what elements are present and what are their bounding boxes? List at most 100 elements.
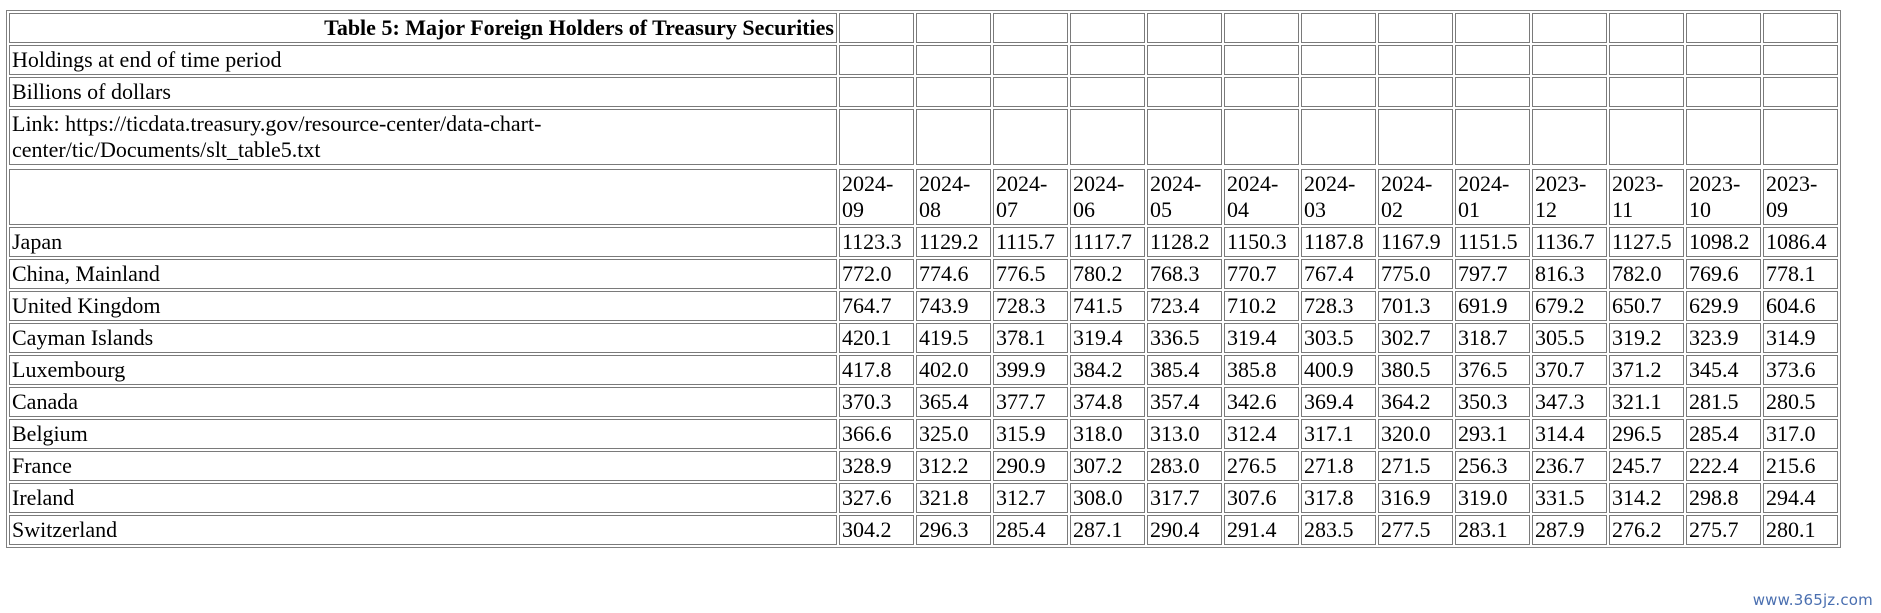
empty-cell [1455, 45, 1530, 75]
value-cell: 281.5 [1686, 387, 1761, 417]
value-cell: 307.6 [1224, 483, 1299, 513]
note-row: Holdings at end of time period [9, 45, 1838, 75]
empty-cell [1224, 13, 1299, 43]
value-cell: 291.4 [1224, 515, 1299, 545]
value-cell: 629.9 [1686, 291, 1761, 321]
value-cell: 384.2 [1070, 355, 1145, 385]
value-cell: 797.7 [1455, 259, 1530, 289]
value-cell: 256.3 [1455, 451, 1530, 481]
value-cell: 365.4 [916, 387, 991, 417]
value-cell: 1187.8 [1301, 227, 1376, 257]
empty-cell [916, 13, 991, 43]
empty-cell [1686, 109, 1761, 165]
value-cell: 816.3 [1532, 259, 1607, 289]
value-cell: 342.6 [1224, 387, 1299, 417]
empty-cell [839, 109, 914, 165]
period-header-cell: 2024-08 [916, 169, 991, 225]
value-cell: 319.2 [1609, 323, 1684, 353]
value-cell: 364.2 [1378, 387, 1453, 417]
empty-cell [993, 77, 1068, 107]
country-row: Luxembourg 417.8 402.0 399.9 384.2 385.4 385.8… [9, 355, 1838, 385]
value-cell: 373.6 [1763, 355, 1838, 385]
value-cell: 320.0 [1378, 419, 1453, 449]
holders-table-body: Table 5: Major Foreign Holders of Treasu… [9, 13, 1838, 545]
value-cell: 293.1 [1455, 419, 1530, 449]
empty-cell [1070, 109, 1145, 165]
period-header-cell: 2023-11 [1609, 169, 1684, 225]
table-note: Billions of dollars [9, 77, 837, 107]
value-cell: 1115.7 [993, 227, 1068, 257]
value-cell: 285.4 [1686, 419, 1761, 449]
empty-cell [1686, 45, 1761, 75]
value-cell: 236.7 [1532, 451, 1607, 481]
value-cell: 774.6 [916, 259, 991, 289]
empty-cell [1532, 45, 1607, 75]
country-name: Belgium [9, 419, 837, 449]
value-cell: 283.0 [1147, 451, 1222, 481]
empty-cell [1147, 13, 1222, 43]
value-cell: 710.2 [1224, 291, 1299, 321]
value-cell: 723.4 [1147, 291, 1222, 321]
value-cell: 378.1 [993, 323, 1068, 353]
value-cell: 369.4 [1301, 387, 1376, 417]
note-row: Link: https://ticdata.treasury.gov/resou… [9, 109, 1838, 165]
empty-cell [1609, 109, 1684, 165]
empty-cell [1070, 45, 1145, 75]
table-note: Holdings at end of time period [9, 45, 837, 75]
period-header-cell: 2024-05 [1147, 169, 1222, 225]
value-cell: 317.7 [1147, 483, 1222, 513]
period-header-cell: 2024-02 [1378, 169, 1453, 225]
value-cell: 222.4 [1686, 451, 1761, 481]
value-cell: 285.4 [993, 515, 1068, 545]
table-note: Link: https://ticdata.treasury.gov/resou… [9, 109, 837, 165]
empty-cell [1609, 13, 1684, 43]
value-cell: 728.3 [993, 291, 1068, 321]
value-cell: 370.7 [1532, 355, 1607, 385]
value-cell: 743.9 [916, 291, 991, 321]
value-cell: 327.6 [839, 483, 914, 513]
value-cell: 319.0 [1455, 483, 1530, 513]
empty-cell [1301, 45, 1376, 75]
value-cell: 385.8 [1224, 355, 1299, 385]
value-cell: 275.7 [1686, 515, 1761, 545]
value-cell: 679.2 [1532, 291, 1607, 321]
value-cell: 323.9 [1686, 323, 1761, 353]
value-cell: 419.5 [916, 323, 991, 353]
value-cell: 1136.7 [1532, 227, 1607, 257]
period-header-cell: 2024-06 [1070, 169, 1145, 225]
empty-cell [1455, 13, 1530, 43]
empty-cell [1224, 109, 1299, 165]
period-header-cell: 2023-12 [1532, 169, 1607, 225]
value-cell: 350.3 [1455, 387, 1530, 417]
value-cell: 417.8 [839, 355, 914, 385]
empty-cell [1070, 13, 1145, 43]
value-cell: 778.1 [1763, 259, 1838, 289]
value-cell: 764.7 [839, 291, 914, 321]
period-header-cell: 2024-09 [839, 169, 914, 225]
period-header-cell: 2024-01 [1455, 169, 1530, 225]
empty-cell [839, 77, 914, 107]
table-title: Table 5: Major Foreign Holders of Treasu… [9, 13, 837, 43]
empty-cell [1763, 45, 1838, 75]
country-row: Canada 370.3 365.4 377.7 374.8 357.4 342.6 369.… [9, 387, 1838, 417]
value-cell: 294.4 [1763, 483, 1838, 513]
value-cell: 215.6 [1763, 451, 1838, 481]
value-cell: 385.4 [1147, 355, 1222, 385]
empty-cell [1763, 77, 1838, 107]
value-cell: 741.5 [1070, 291, 1145, 321]
value-cell: 321.1 [1609, 387, 1684, 417]
value-cell: 325.0 [916, 419, 991, 449]
empty-cell [1301, 109, 1376, 165]
period-header-cell: 2024-04 [1224, 169, 1299, 225]
value-cell: 287.1 [1070, 515, 1145, 545]
period-header-cell: 2024-03 [1301, 169, 1376, 225]
value-cell: 650.7 [1609, 291, 1684, 321]
value-cell: 1098.2 [1686, 227, 1761, 257]
country-name: Japan [9, 227, 837, 257]
value-cell: 770.7 [1224, 259, 1299, 289]
value-cell: 317.1 [1301, 419, 1376, 449]
country-row: France 328.9 312.2 290.9 307.2 283.0 276.5 271.… [9, 451, 1838, 481]
period-header-row: 2024-09 2024-08 2024-07 2024-06 2024-05 2024-… [9, 169, 1838, 225]
value-cell: 283.1 [1455, 515, 1530, 545]
value-cell: 701.3 [1378, 291, 1453, 321]
